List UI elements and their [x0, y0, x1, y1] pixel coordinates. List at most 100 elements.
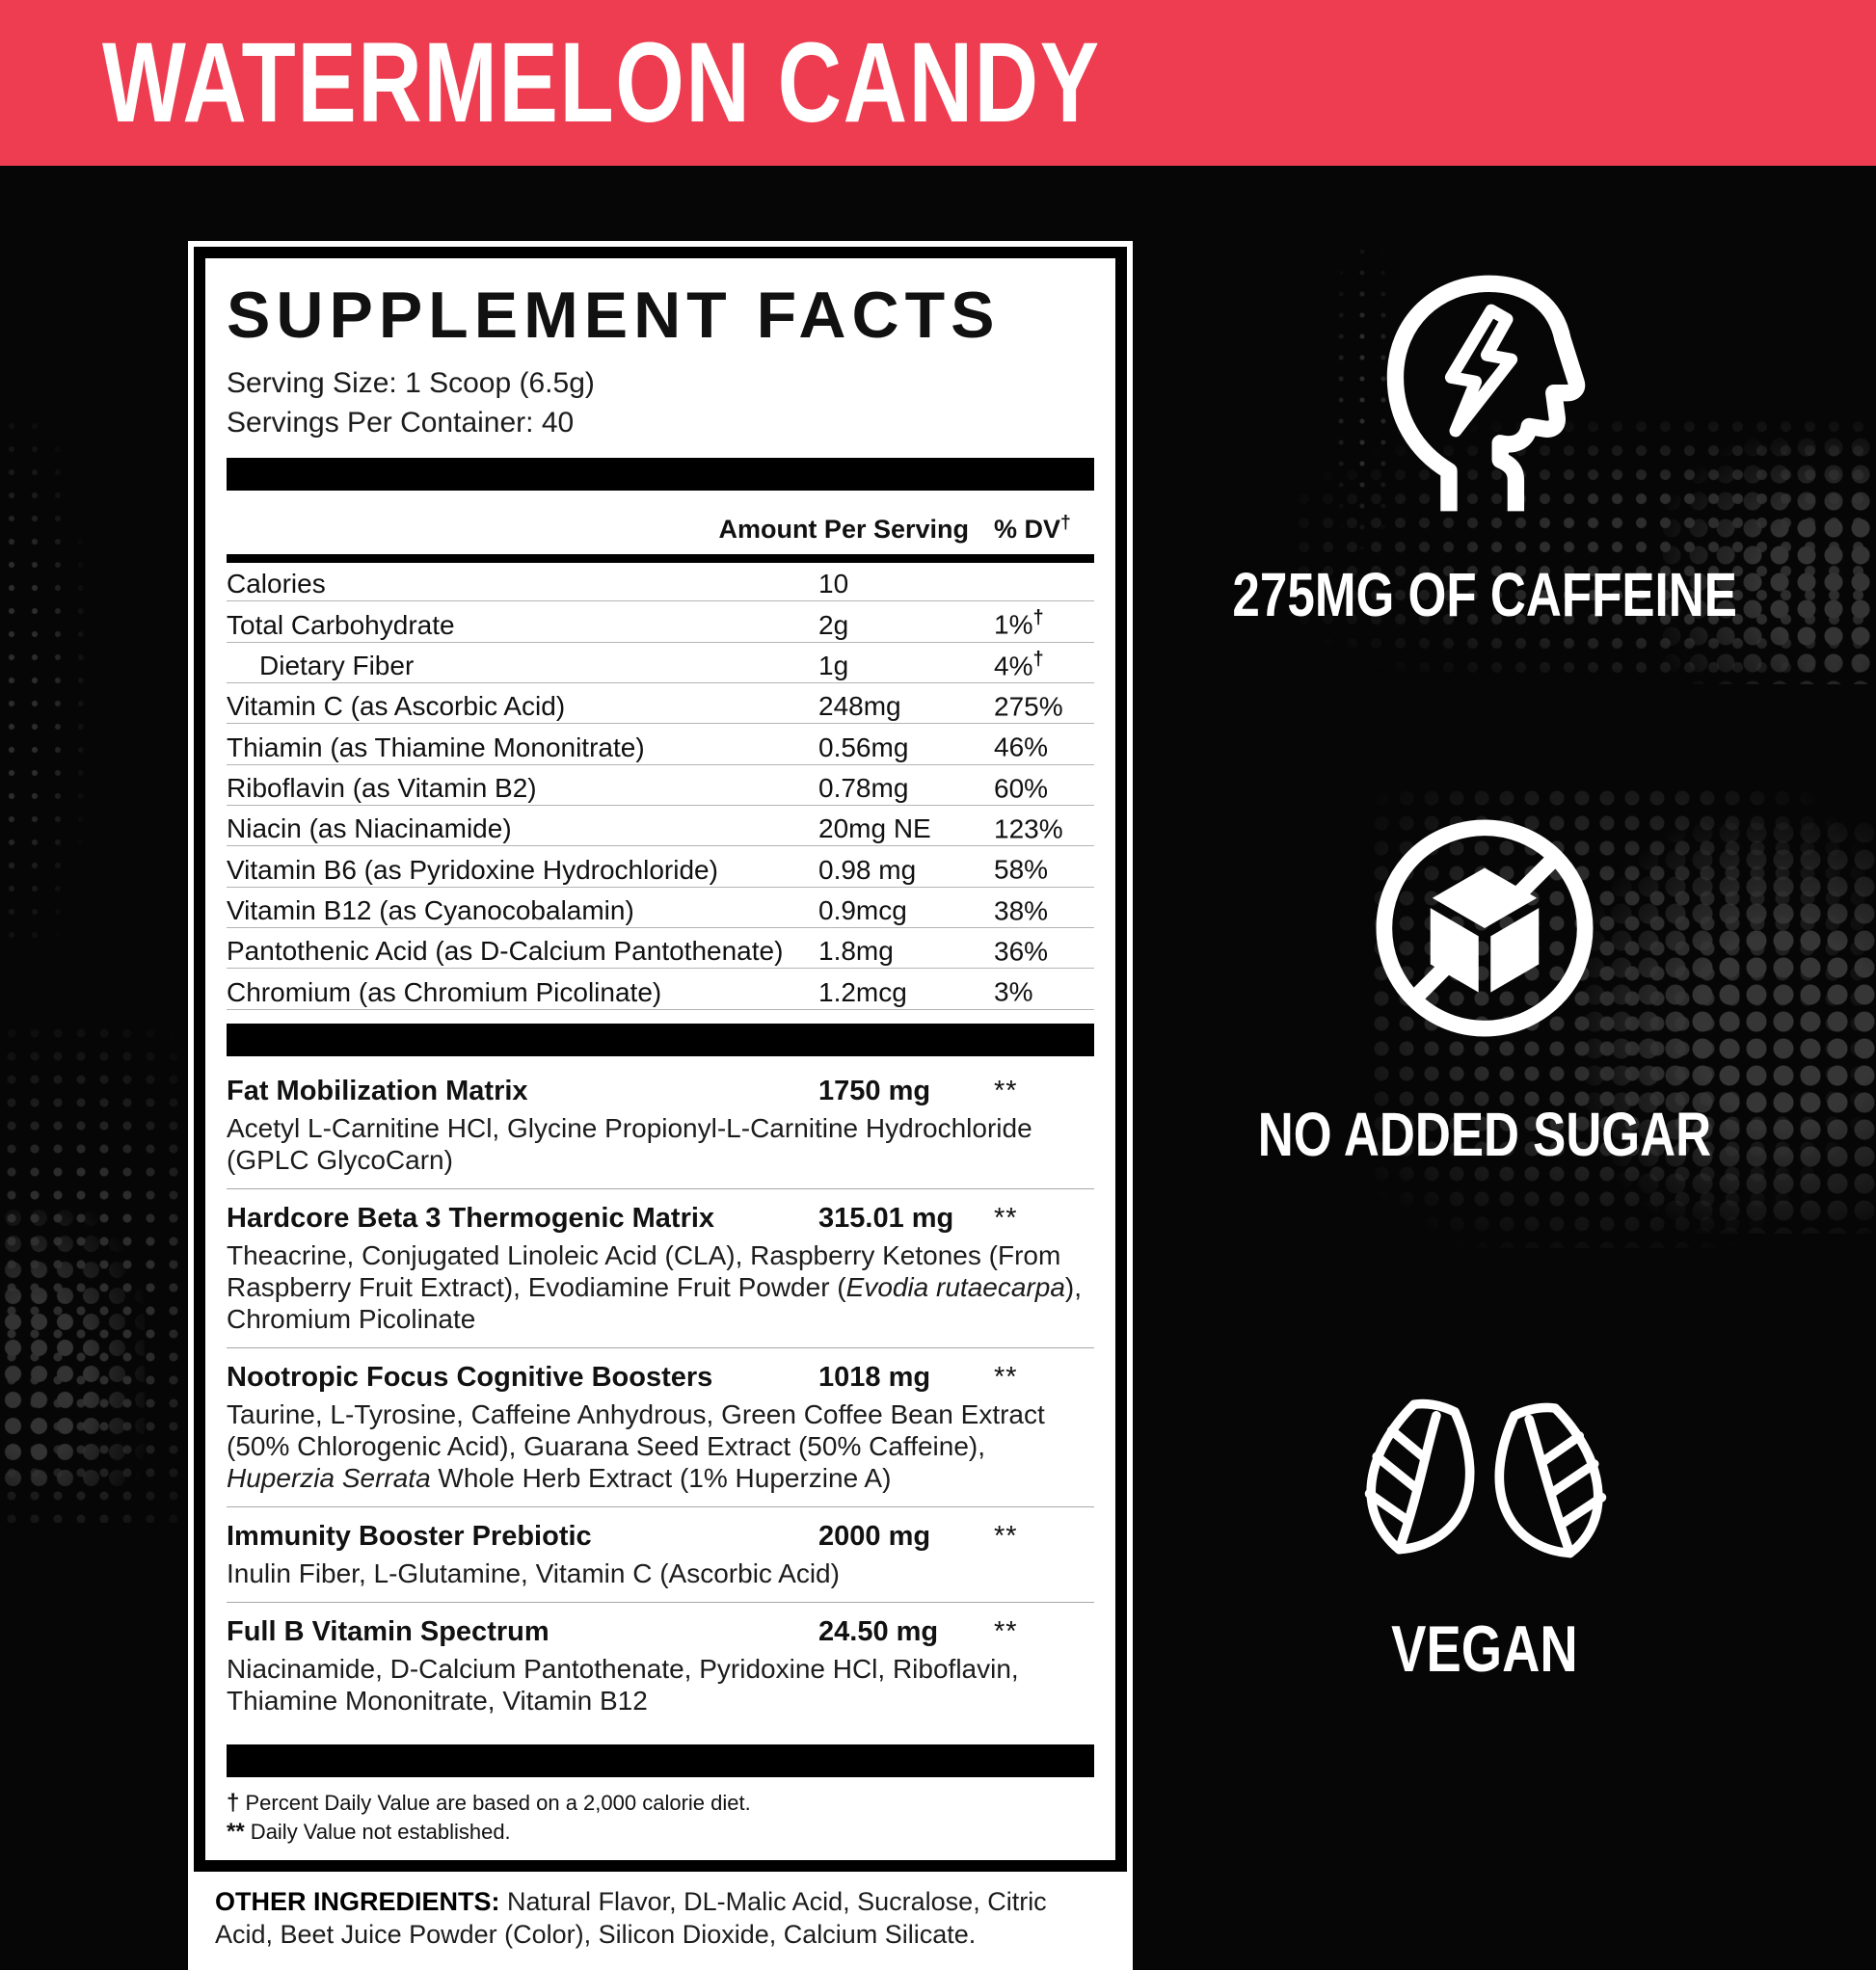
blend-section: Hardcore Beta 3 Thermogenic Matrix 315.0…: [227, 1187, 1094, 1347]
nutrient-row: Pantothenic Acid (as D-Calcium Pantothen…: [227, 928, 1094, 970]
footnote: † Percent Daily Value are based on a 2,0…: [227, 1789, 751, 1816]
supplement-facts-title: SUPPLEMENT FACTS: [227, 279, 1001, 352]
blend-name: Nootropic Focus Cognitive Boosters: [227, 1361, 713, 1393]
blend-name: Fat Mobilization Matrix: [227, 1075, 528, 1106]
nutrient-amount: 0.78mg: [818, 773, 909, 804]
nutrient-name: Pantothenic Acid (as D-Calcium Pantothen…: [227, 936, 784, 967]
nutrient-dv: 58%: [994, 854, 1049, 885]
nutrient-dv: 3%: [994, 976, 1033, 1007]
blend-ingredients: Acetyl L-Carnitine HCl, Glycine Propiony…: [227, 1112, 1032, 1175]
nutrient-row: Total Carbohydrate 2g 1%†: [227, 601, 1094, 643]
nutrient-table: Calories 10 Total Carbohydrate 2g 1%† Di…: [227, 567, 1094, 1010]
nutrient-amount: 0.98 mg: [818, 854, 917, 885]
amount-per-serving-header: Amount Per Serving: [718, 515, 969, 545]
supplement-facts-box: SUPPLEMENT FACTS Serving Size: 1 Scoop (…: [194, 247, 1127, 1872]
nutrient-name: Chromium (as Chromium Picolinate): [227, 976, 662, 1007]
footnote: ** Daily Value not established.: [227, 1818, 511, 1845]
nutrient-amount: 20mg NE: [818, 813, 931, 844]
vegan-badge: VEGAN: [1113, 1386, 1856, 1687]
blend-dv: **: [994, 1202, 1018, 1234]
nutrient-row: Chromium (as Chromium Picolinate) 1.2mcg…: [227, 969, 1094, 1010]
nutrient-dv: 1%†: [994, 607, 1044, 640]
blend-amount: 24.50 mg: [818, 1615, 939, 1647]
blend-section: Fat Mobilization Matrix 1750 mg ** Acety…: [227, 1062, 1094, 1188]
halftone-dots: [0, 1205, 145, 1494]
vegan-leaves-icon: [1364, 1398, 1607, 1558]
nutrient-dv: 46%: [994, 732, 1049, 762]
nutrient-row: Thiamin (as Thiamine Mononitrate) 0.56mg…: [227, 724, 1094, 765]
halftone-dots: [0, 414, 87, 954]
nutrient-dv: 36%: [994, 936, 1049, 967]
nutrient-row: Niacin (as Niacinamide) 20mg NE 123%: [227, 806, 1094, 847]
table-top-rule: [227, 554, 1094, 564]
blend-amount: 2000 mg: [818, 1520, 931, 1552]
nutrient-name: Riboflavin (as Vitamin B2): [227, 773, 537, 804]
flavor-banner: WATERMELON CANDY: [0, 0, 1876, 166]
nutrient-dv: 123%: [994, 813, 1063, 844]
nutrient-amount: 248mg: [818, 691, 901, 722]
divider-bar: [227, 1744, 1094, 1777]
nutrient-row: Vitamin C (as Ascorbic Acid) 248mg 275%: [227, 683, 1094, 725]
nutrient-name: Vitamin C (as Ascorbic Acid): [227, 691, 566, 722]
blend-name: Immunity Booster Prebiotic: [227, 1520, 592, 1552]
blend-amount: 1018 mg: [818, 1361, 931, 1393]
blend-section: Nootropic Focus Cognitive Boosters 1018 …: [227, 1346, 1094, 1506]
no-added-sugar-label: NO ADDED SUGAR: [1257, 1100, 1712, 1169]
nutrient-row: Vitamin B12 (as Cyanocobalamin) 0.9mcg 3…: [227, 888, 1094, 929]
blend-amount: 315.01 mg: [818, 1202, 954, 1234]
supplement-facts-card: SUPPLEMENT FACTS Serving Size: 1 Scoop (…: [188, 241, 1133, 1970]
caffeine-badge: 275MG OF CAFFEINE: [1113, 256, 1856, 630]
nutrient-row: Riboflavin (as Vitamin B2) 0.78mg 60%: [227, 765, 1094, 807]
nutrient-row: Dietary Fiber 1g 4%†: [227, 643, 1094, 684]
nutrient-dv: 38%: [994, 895, 1049, 926]
nutrient-amount: 1g: [818, 651, 849, 681]
vegan-label: VEGAN: [1391, 1612, 1578, 1686]
nutrient-amount: 10: [818, 569, 849, 599]
footnotes: † Percent Daily Value are based on a 2,0…: [227, 1789, 1094, 1847]
blend-ingredients: Niacinamide, D-Calcium Pantothenate, Pyr…: [227, 1653, 1019, 1716]
blend-name: Hardcore Beta 3 Thermogenic Matrix: [227, 1202, 715, 1234]
blend-dv: **: [994, 1075, 1018, 1106]
blend-ingredients: Taurine, L-Tyrosine, Caffeine Anhydrous,…: [227, 1398, 1045, 1493]
nutrient-name: Niacin (as Niacinamide): [227, 813, 512, 844]
table-column-headers: Amount Per Serving % DV†: [227, 491, 1094, 554]
blend-dv: **: [994, 1615, 1018, 1647]
no-added-sugar-icon: [1376, 819, 1594, 1037]
nutrient-name: Vitamin B12 (as Cyanocobalamin): [227, 895, 634, 926]
blend-list: Fat Mobilization Matrix 1750 mg ** Acety…: [227, 1062, 1094, 1729]
blend-section: Full B Vitamin Spectrum 24.50 mg ** Niac…: [227, 1601, 1094, 1729]
divider-bar: [227, 458, 1094, 492]
nutrient-name: Thiamin (as Thiamine Mononitrate): [227, 732, 645, 762]
blend-name: Full B Vitamin Spectrum: [227, 1615, 549, 1647]
nutrient-dv: 275%: [994, 691, 1063, 722]
nutrient-amount: 0.9mcg: [818, 895, 907, 926]
blend-dv: **: [994, 1361, 1018, 1393]
blend-dv: **: [994, 1520, 1018, 1552]
caffeine-label: 275MG OF CAFFEINE: [1232, 560, 1737, 629]
nutrient-name: Calories: [227, 569, 326, 599]
nutrient-dv: 60%: [994, 773, 1049, 804]
nutrient-name: Dietary Fiber: [259, 651, 415, 681]
nutrient-amount: 0.56mg: [818, 732, 909, 762]
nutrient-amount: 1.8mg: [818, 936, 894, 967]
other-ingredients-label: OTHER INGREDIENTS:: [215, 1886, 500, 1916]
serving-size: Serving Size: 1 Scoop (6.5g): [227, 367, 595, 400]
blend-amount: 1750 mg: [818, 1075, 931, 1106]
percent-dv-header: % DV†: [994, 512, 1071, 545]
no-added-sugar-badge: NO ADDED SUGAR: [1113, 808, 1856, 1170]
nutrient-dv: 4%†: [994, 648, 1044, 681]
servings-per-container: Servings Per Container: 40: [227, 407, 575, 439]
other-ingredients: OTHER INGREDIENTS: Natural Flavor, DL-Ma…: [215, 1885, 1106, 1951]
nutrient-row: Vitamin B6 (as Pyridoxine Hydrochloride)…: [227, 846, 1094, 888]
nutrient-name: Total Carbohydrate: [227, 609, 455, 640]
caffeine-head-bolt-icon: [1386, 275, 1586, 512]
nutrient-name: Vitamin B6 (as Pyridoxine Hydrochloride): [227, 854, 718, 885]
nutrient-row: Calories 10: [227, 567, 1094, 602]
nutrient-amount: 1.2mcg: [818, 976, 907, 1007]
blend-ingredients: Theacrine, Conjugated Linoleic Acid (CLA…: [227, 1239, 1083, 1334]
flavor-title: WATERMELON CANDY: [102, 19, 1101, 146]
nutrient-amount: 2g: [818, 609, 849, 640]
blend-section: Immunity Booster Prebiotic 2000 mg ** In…: [227, 1505, 1094, 1602]
divider-bar: [227, 1023, 1094, 1056]
